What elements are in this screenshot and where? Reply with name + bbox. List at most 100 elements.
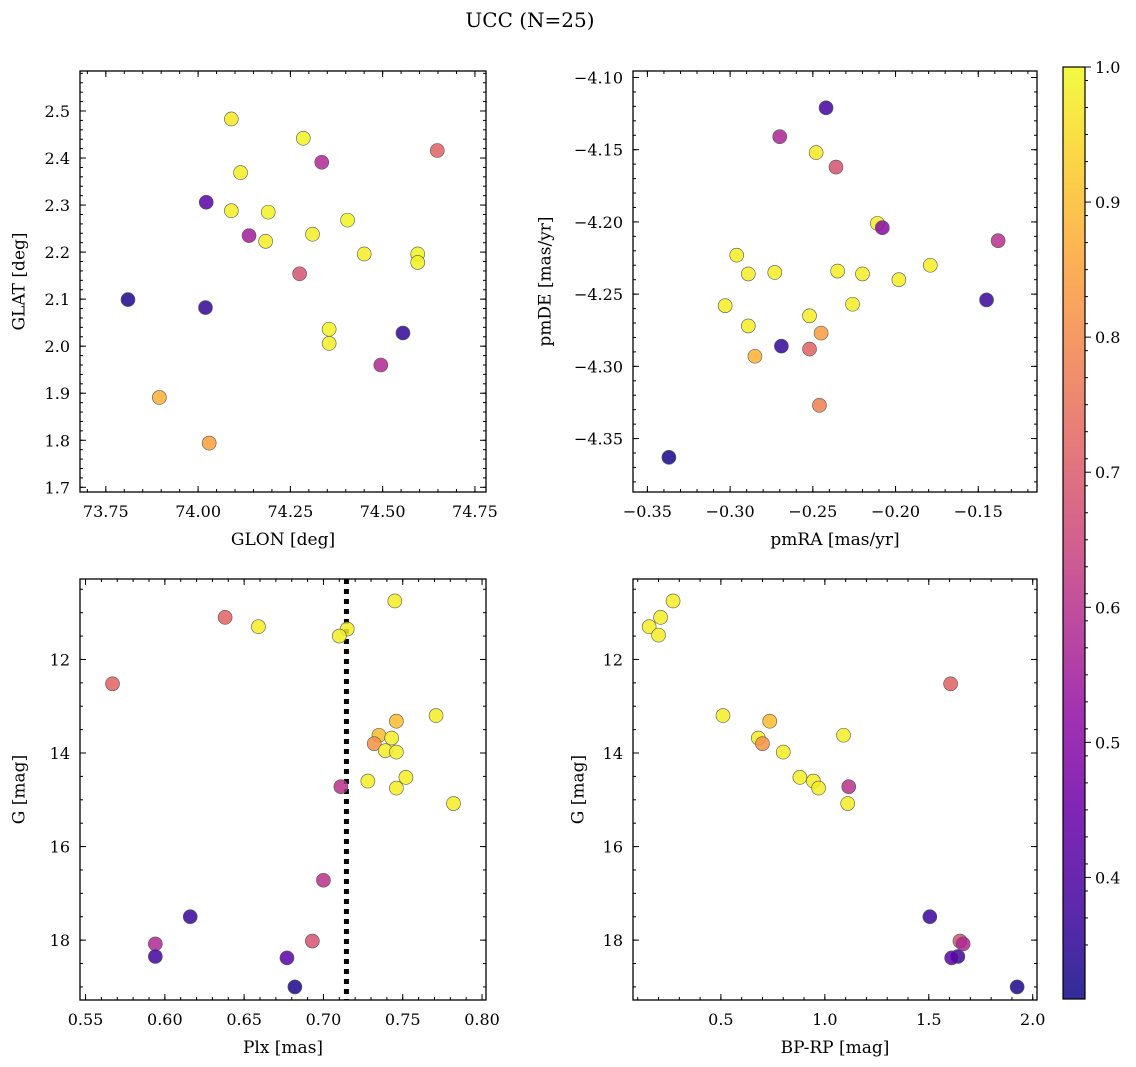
scatter-point (398, 770, 414, 785)
plx-g-panel: 0.55 0.60 0.65 0.70 0.75 0.80 12 14 16 18 Plx [mas… (10, 578, 500, 1058)
y-tick-label: 1.9 (45, 384, 70, 403)
y-tick-label: 16 (50, 838, 70, 857)
scatter-point (651, 627, 666, 643)
x-tick-label: 0.5 (708, 1010, 733, 1029)
x-tick-label: −0.15 (954, 502, 1003, 521)
y-tick-label: −4.30 (574, 357, 623, 376)
colorbar-tick-label: 0.6 (1095, 598, 1120, 617)
y-tick-label: −4.25 (574, 285, 623, 304)
scatter-point (661, 450, 677, 465)
scatter-point (855, 266, 870, 282)
x-axis-label: GLON [deg] (231, 530, 335, 550)
scatter-point (428, 708, 444, 723)
scatter-point (836, 727, 851, 743)
scatter-point (148, 949, 163, 964)
scatter-point (715, 708, 731, 723)
scatter-point (775, 744, 791, 760)
x-axis-label: pmRA [mas/yr] (770, 530, 899, 550)
y-tick-label: 16 (603, 838, 623, 857)
y-axis-label: G [mag] (10, 755, 30, 824)
scatter-point (802, 308, 817, 324)
axes-frame (79, 70, 487, 493)
colorbar-gradient (1063, 67, 1085, 999)
axes-frame (79, 578, 487, 1001)
scatter-point (818, 100, 834, 116)
scatter-point (811, 780, 826, 796)
y-tick-label: 12 (603, 650, 623, 669)
x-tick-label: 1.5 (916, 1010, 941, 1029)
scatter-point (955, 936, 971, 952)
scatter-point (148, 936, 163, 952)
scatter-point (295, 130, 311, 146)
scatter-point (774, 338, 789, 354)
y-axis-label: pmDE [mas/yr] (536, 216, 556, 346)
scatter-point (922, 257, 938, 273)
scatter-point (251, 619, 266, 635)
scatter-point (224, 111, 239, 127)
scatter-point (120, 292, 136, 307)
y-tick-label: 12 (50, 650, 70, 669)
colorbar-tick-label: 0.8 (1095, 328, 1120, 347)
x-tick-label: 74.50 (360, 502, 406, 521)
y-tick-label: 14 (603, 744, 623, 763)
y-tick-label: −4.35 (574, 430, 623, 449)
colorbar-tick-label: 0.7 (1095, 463, 1120, 482)
scatter-point (182, 909, 198, 925)
scatter-point (305, 933, 320, 949)
x-tick-label: −0.25 (788, 502, 837, 521)
scatter-point (875, 220, 890, 236)
figure-title: UCC (N=25) (465, 8, 594, 32)
colorbar-tick-label: 0.9 (1095, 193, 1120, 212)
x-axis-label: Plx [mas] (243, 1038, 323, 1058)
scatter-point (332, 628, 347, 644)
scatter-point (767, 265, 783, 280)
scatter-point (741, 266, 756, 282)
scatter-point (840, 796, 856, 811)
x-tick-label: 0.70 (306, 1010, 342, 1029)
x-tick-label: 73.75 (83, 502, 129, 521)
x-tick-label: 74.00 (175, 502, 221, 521)
axes-frame (632, 70, 1038, 493)
pmra-pmde-panel: −0.35 −0.30 −0.25 −0.20 −0.15 −4.35 −4.30 −4.25… (536, 68, 1038, 550)
scatter-point (333, 779, 349, 794)
y-tick-label: 2.4 (45, 149, 70, 168)
y-tick-label: 2.5 (45, 102, 70, 121)
x-tick-label: 0.60 (147, 1010, 183, 1029)
y-tick-label: −4.20 (574, 213, 623, 232)
scatter-point (217, 610, 233, 625)
scatter-point (741, 318, 756, 334)
x-tick-label: 0.75 (385, 1010, 421, 1029)
y-axis-label: GLAT [deg] (10, 232, 30, 330)
scatter-point (292, 266, 307, 282)
scatter-point (287, 979, 303, 995)
scatter-point (944, 950, 959, 966)
scatter-point (260, 204, 276, 220)
y-axis-label: G [mag] (569, 755, 589, 824)
scatter-point (340, 212, 355, 228)
scatter-point (241, 228, 257, 243)
scatter-point (830, 263, 845, 279)
bprp-g-panel: 0.5 1.0 1.5 2.0 12 14 16 18 BP-RP [mag] G [mag] (569, 578, 1045, 1058)
scatter-point (641, 619, 657, 635)
scatter-point (845, 296, 860, 312)
y-tick-label: 2.2 (45, 243, 70, 262)
scatter-point (314, 154, 330, 170)
scatter-point (198, 300, 213, 315)
y-tick-label: 2.1 (45, 290, 70, 309)
scatter-point (922, 909, 938, 925)
x-tick-label: 74.25 (267, 502, 313, 521)
scatter-point (429, 143, 445, 158)
scatter-point (410, 255, 426, 270)
scatter-point (762, 713, 778, 729)
y-tick-label: 2.0 (45, 337, 70, 356)
scatter-point (747, 348, 763, 364)
scatter-point (224, 203, 239, 219)
scatter-point (105, 676, 120, 692)
x-tick-label: 1.0 (812, 1010, 837, 1029)
scatter-point (729, 247, 745, 263)
scatter-point (356, 246, 372, 262)
x-axis-label: BP-RP [mag] (781, 1038, 890, 1058)
colorbar-tick-label: 1.0 (1095, 58, 1120, 77)
axes-frame (632, 578, 1038, 1001)
